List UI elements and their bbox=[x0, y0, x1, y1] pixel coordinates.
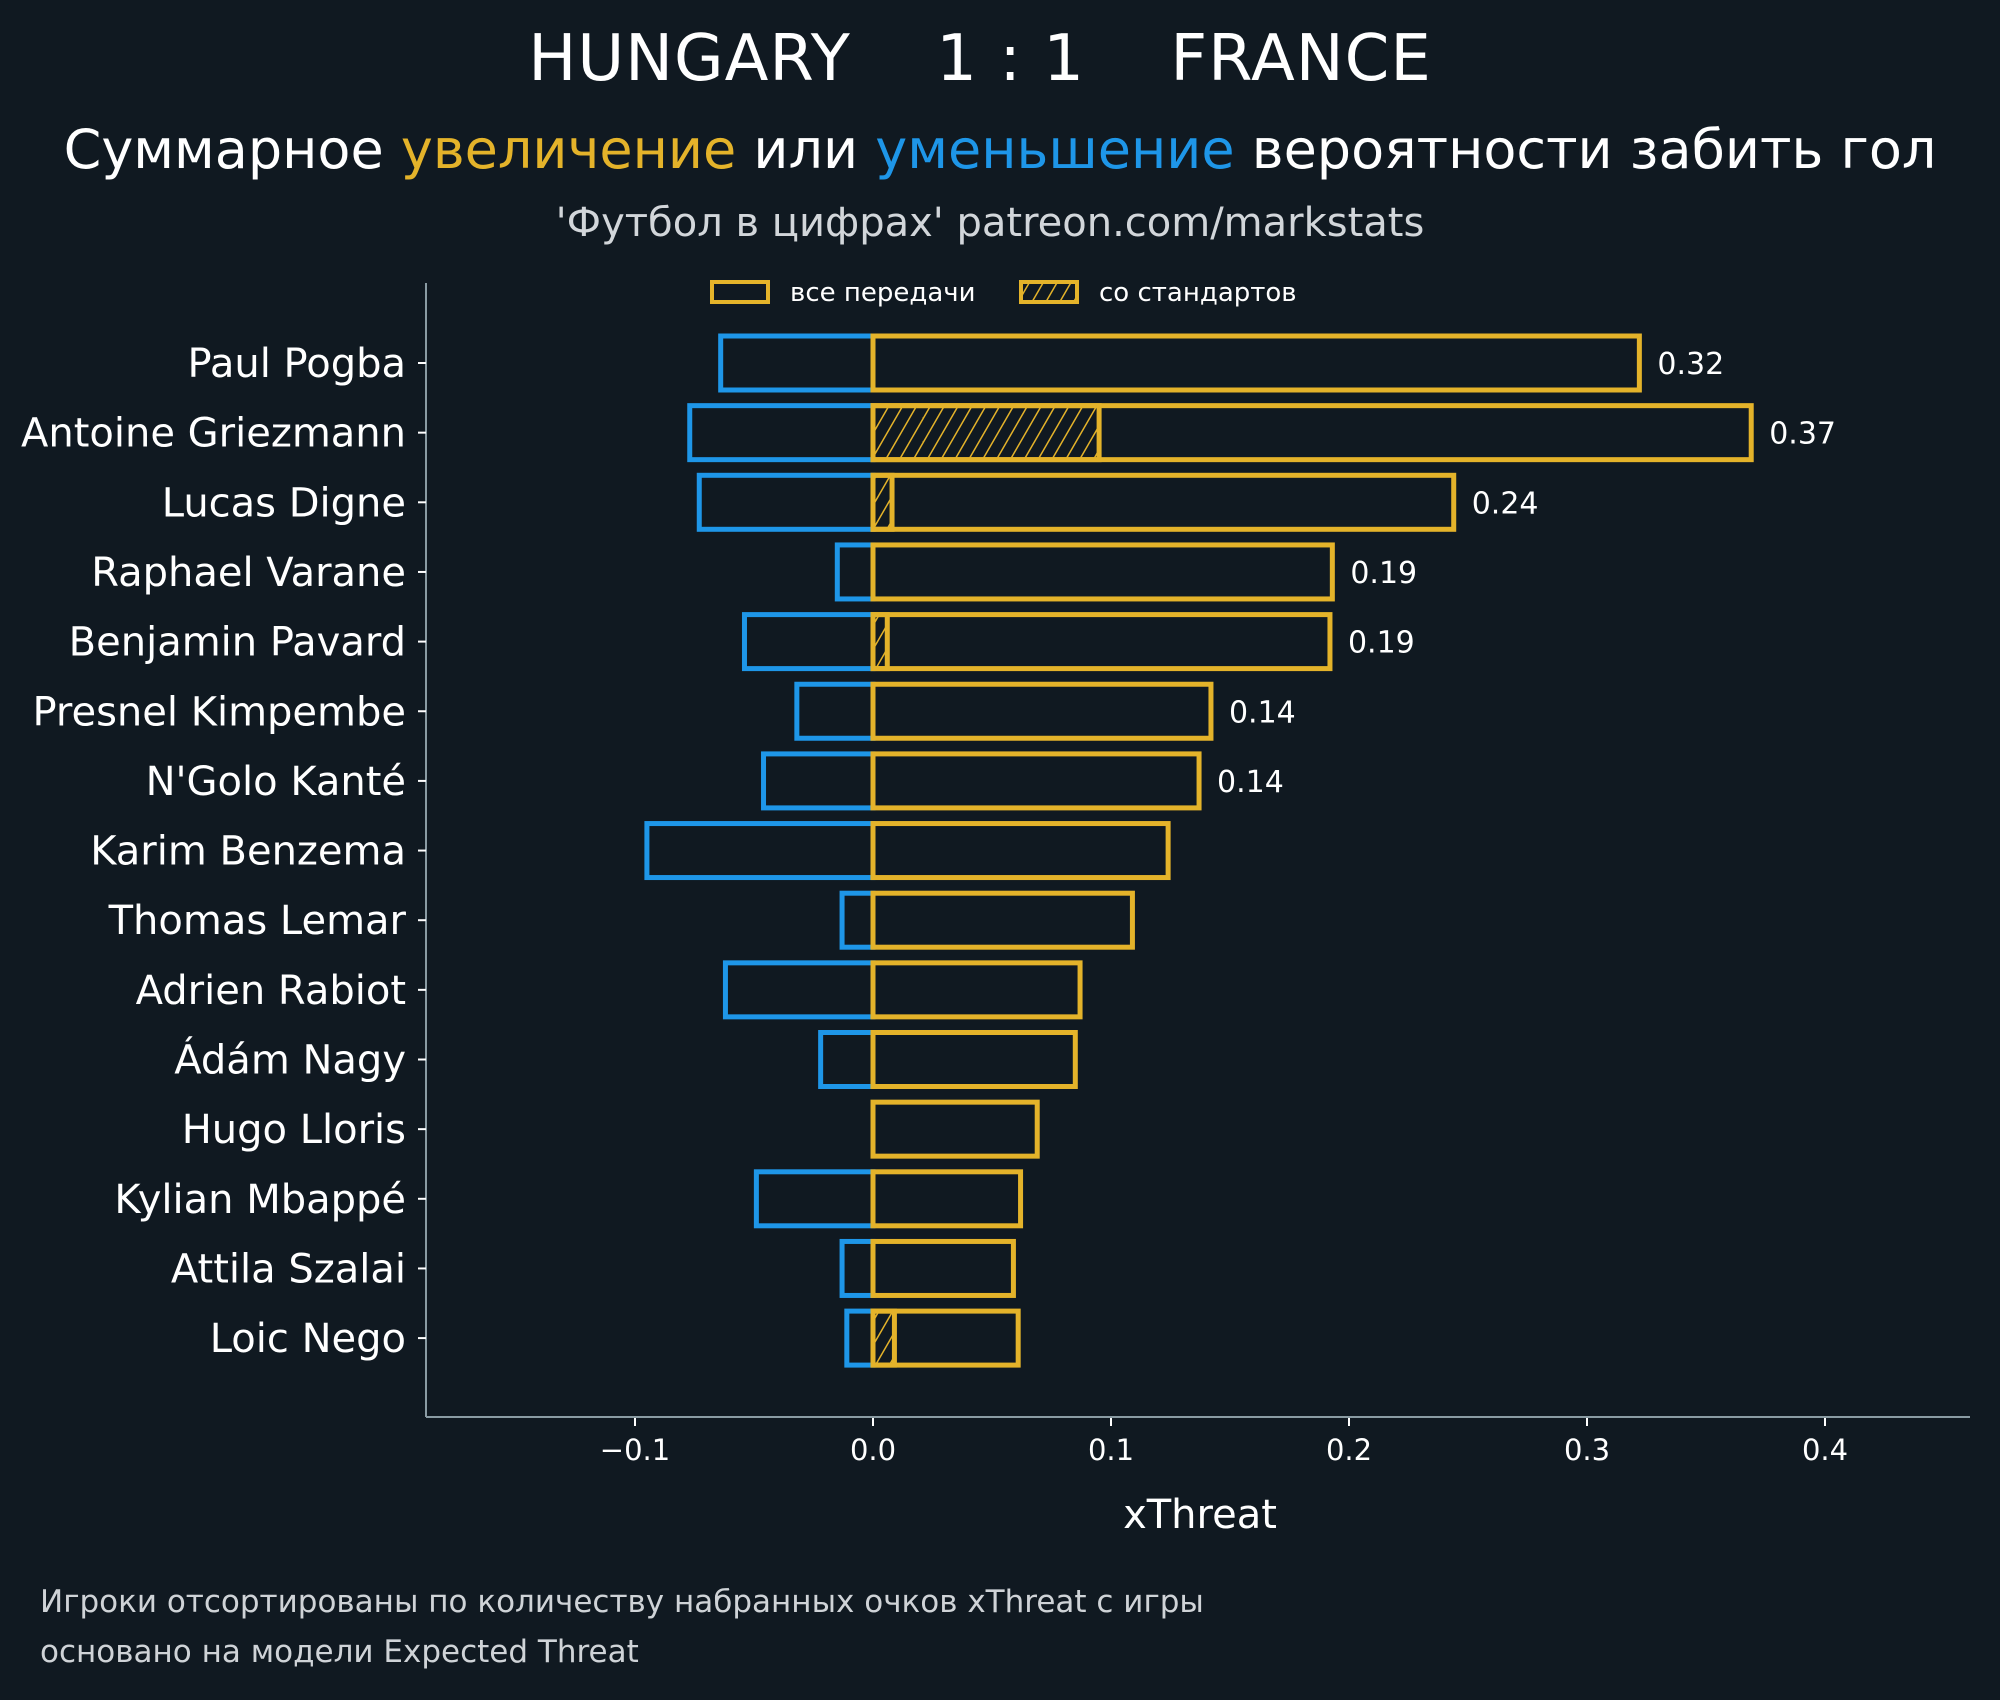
y-tick-label: Raphael Varane bbox=[91, 550, 406, 596]
x-tick-label: 0.3 bbox=[1564, 1433, 1610, 1467]
x-tick-label: −0.1 bbox=[600, 1433, 670, 1467]
y-tick-label: Kylian Mbappé bbox=[114, 1177, 406, 1223]
chart-title: HUNGARY 1 : 1 FRANCE bbox=[528, 22, 1432, 96]
bar-decrease bbox=[718, 333, 876, 393]
y-tick-label: Hugo Lloris bbox=[182, 1107, 406, 1153]
bar-increase bbox=[870, 821, 1171, 881]
bar-decrease bbox=[761, 751, 876, 811]
bar-decrease bbox=[722, 960, 876, 1020]
bar-increase bbox=[870, 960, 1083, 1020]
bar-decrease bbox=[696, 472, 876, 532]
bar-decrease bbox=[794, 681, 876, 741]
data-label: 0.24 bbox=[1472, 486, 1539, 521]
data-label: 0.14 bbox=[1229, 695, 1296, 730]
bar-decrease bbox=[839, 890, 876, 950]
bar-increase-set-pieces bbox=[870, 403, 1102, 463]
bar-decrease bbox=[687, 403, 876, 463]
x-tick-label: 0.0 bbox=[850, 1433, 896, 1467]
bar-increase bbox=[870, 542, 1335, 602]
bar-increase-set-pieces bbox=[870, 1308, 897, 1368]
x-tick-label: 0.1 bbox=[1088, 1433, 1134, 1467]
y-tick-label: Attila Szalai bbox=[171, 1246, 406, 1292]
bar-decrease bbox=[818, 1030, 876, 1089]
data-label: 0.14 bbox=[1217, 765, 1284, 800]
bar-increase bbox=[870, 403, 1754, 463]
bar-decrease bbox=[834, 542, 876, 602]
y-tick-label: Thomas Lemar bbox=[108, 898, 407, 944]
data-label: 0.19 bbox=[1348, 626, 1415, 661]
bar-decrease bbox=[753, 1169, 876, 1229]
bar-increase-set-pieces bbox=[870, 472, 895, 532]
bar-increase bbox=[870, 751, 1202, 811]
chart-source: 'Футбол в цифрах' patreon.com/markstats bbox=[555, 200, 1425, 246]
data-label: 0.37 bbox=[1769, 417, 1836, 452]
bar-increase bbox=[870, 1308, 1021, 1368]
bar-increase bbox=[870, 333, 1642, 393]
bar-increase bbox=[870, 1238, 1016, 1298]
bar-decrease bbox=[644, 821, 876, 881]
y-tick-label: Benjamin Pavard bbox=[69, 620, 406, 666]
bar-increase bbox=[870, 1099, 1040, 1159]
chart-legend: все передачи со стандартов bbox=[710, 278, 1297, 308]
legend-label-set-pieces: со стандартов bbox=[1099, 278, 1297, 308]
data-label: 0.32 bbox=[1657, 347, 1724, 382]
subtitle-part: вероятности забить гол bbox=[1234, 118, 1937, 181]
y-tick-label: Karim Benzema bbox=[90, 829, 406, 875]
bar-increase bbox=[870, 1030, 1078, 1089]
y-tick-label: Presnel Kimpembe bbox=[33, 689, 407, 735]
y-tick-label: N'Golo Kanté bbox=[146, 759, 406, 805]
bar-decrease bbox=[741, 612, 876, 672]
y-tick-label: Antoine Griezmann bbox=[21, 411, 406, 457]
bar-increase bbox=[870, 681, 1214, 741]
y-tick-label: Paul Pogba bbox=[188, 341, 406, 387]
y-tick-label: Lucas Digne bbox=[162, 480, 406, 526]
legend-label-all-passes: все передачи bbox=[790, 278, 976, 308]
bar-increase bbox=[870, 472, 1457, 532]
bar-increase bbox=[870, 890, 1135, 950]
y-tick-label: Adrien Rabiot bbox=[136, 968, 406, 1014]
legend-swatch-all-passes bbox=[710, 280, 770, 304]
axes bbox=[425, 283, 1970, 1418]
bar-increase bbox=[870, 612, 1333, 672]
chart-subtitle: Суммарное увеличение или уменьшение веро… bbox=[0, 118, 2000, 181]
subtitle-part: Суммарное bbox=[63, 118, 401, 181]
bar-decrease bbox=[844, 1308, 876, 1368]
y-tick-label: Loic Nego bbox=[210, 1316, 406, 1362]
subtitle-increase-word: увеличение bbox=[400, 118, 737, 181]
x-axis-label: xThreat bbox=[1123, 1492, 1277, 1538]
bar-increase bbox=[870, 1169, 1024, 1229]
subtitle-part: или bbox=[736, 118, 876, 181]
bar-decrease bbox=[839, 1238, 876, 1298]
x-tick-label: 0.4 bbox=[1802, 1433, 1848, 1467]
footer-note-model: основано на модели Expected Threat bbox=[40, 1634, 639, 1670]
y-tick-label: Ádám Nagy bbox=[174, 1036, 406, 1084]
subtitle-decrease-word: уменьшение bbox=[875, 118, 1235, 181]
footer-note-sorting: Игроки отсортированы по количеству набра… bbox=[40, 1584, 1204, 1620]
x-tick-label: 0.2 bbox=[1326, 1433, 1372, 1467]
legend-swatch-set-pieces bbox=[1019, 280, 1079, 304]
data-label: 0.19 bbox=[1350, 556, 1417, 591]
